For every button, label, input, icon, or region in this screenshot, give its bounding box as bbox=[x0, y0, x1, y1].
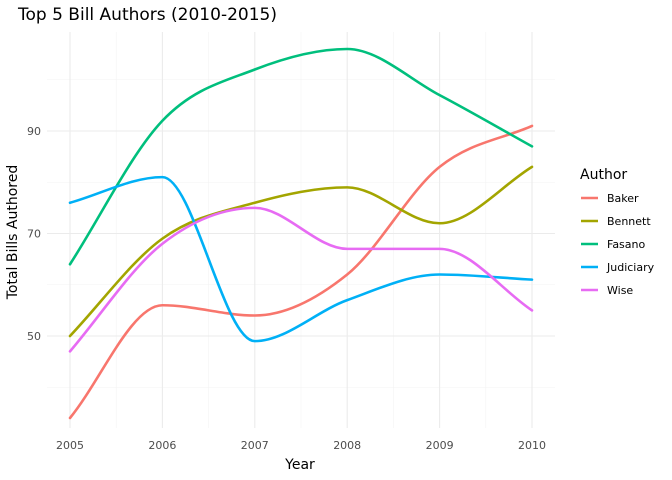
y-tick-label: 50 bbox=[27, 330, 41, 343]
x-tick-label: 2009 bbox=[426, 439, 454, 452]
series-line-fasano bbox=[68, 47, 534, 266]
series-line-judiciary bbox=[68, 175, 534, 343]
legend-label: Bennett bbox=[607, 215, 651, 228]
grid bbox=[47, 32, 555, 428]
y-axis-title: Total Bills Authored bbox=[5, 165, 21, 301]
x-tick-label: 2008 bbox=[333, 439, 361, 452]
series-line-wise bbox=[68, 206, 534, 353]
legend-item-bennett: Bennett bbox=[581, 215, 651, 228]
x-axis-ticks: 2005 2006 2007 2008 2009 2010 bbox=[56, 439, 546, 452]
legend-label: Wise bbox=[607, 284, 633, 297]
y-tick-label: 90 bbox=[27, 125, 41, 138]
legend: Author Baker Bennett Fasano Judiciary Wise bbox=[580, 167, 655, 297]
series-line-baker bbox=[68, 124, 534, 420]
x-tick-label: 2010 bbox=[518, 439, 546, 452]
legend-item-baker: Baker bbox=[581, 192, 639, 205]
legend-label: Baker bbox=[607, 192, 639, 205]
x-tick-label: 2007 bbox=[241, 439, 269, 452]
legend-item-judiciary: Judiciary bbox=[581, 261, 655, 274]
legend-item-fasano: Fasano bbox=[581, 238, 646, 251]
legend-label: Fasano bbox=[607, 238, 646, 251]
legend-title: Author bbox=[580, 167, 627, 183]
y-axis-ticks: 50 70 90 bbox=[27, 125, 41, 343]
legend-item-wise: Wise bbox=[581, 284, 633, 297]
x-axis-title: Year bbox=[284, 457, 315, 473]
legend-label: Judiciary bbox=[606, 261, 655, 274]
x-tick-label: 2005 bbox=[56, 439, 84, 452]
series-lines bbox=[68, 47, 534, 420]
x-tick-label: 2006 bbox=[148, 439, 176, 452]
series-line-bennett bbox=[68, 165, 534, 338]
chart-title: Top 5 Bill Authors (2010-2015) bbox=[17, 5, 277, 25]
y-tick-label: 70 bbox=[27, 228, 41, 241]
